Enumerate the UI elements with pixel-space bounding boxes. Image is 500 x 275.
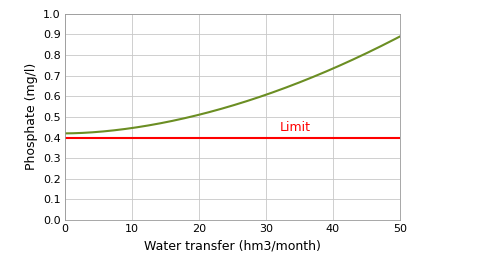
Y-axis label: Phosphate (mg/l): Phosphate (mg/l) [24, 63, 38, 170]
Text: Limit: Limit [280, 121, 310, 134]
X-axis label: Water transfer (hm3/month): Water transfer (hm3/month) [144, 240, 321, 253]
